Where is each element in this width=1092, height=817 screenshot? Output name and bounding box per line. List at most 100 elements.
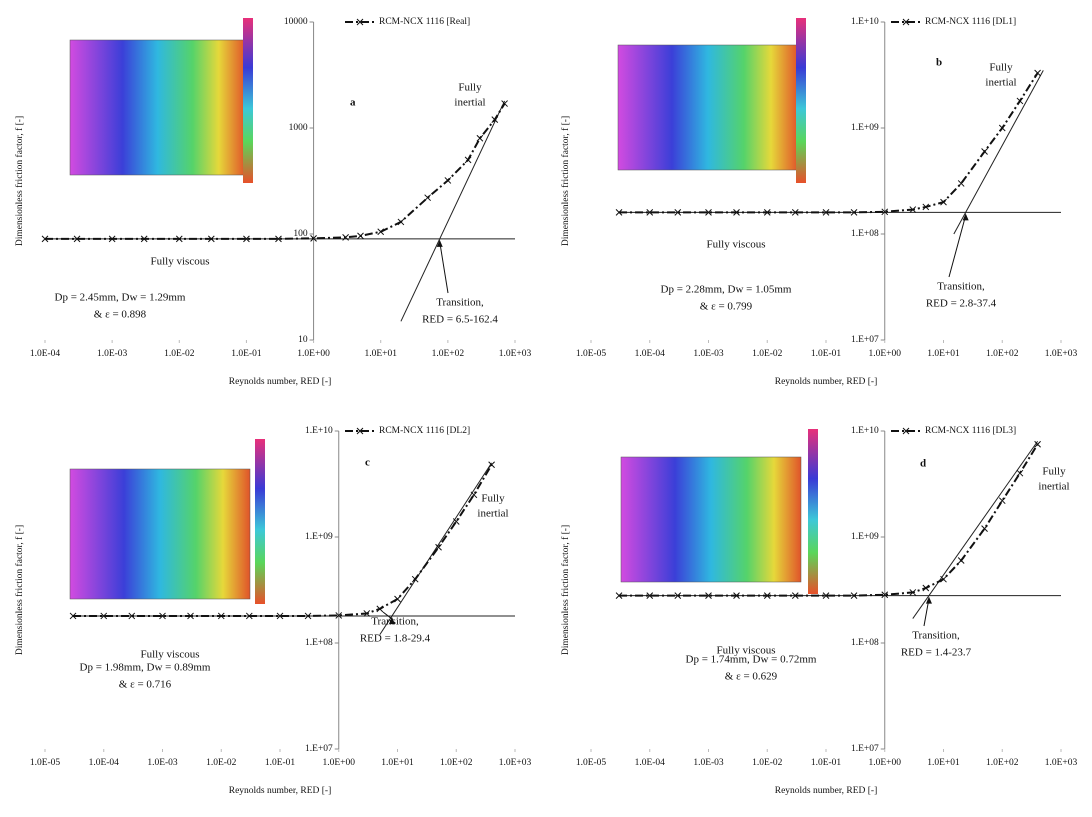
- transition-label: Transition,: [912, 630, 960, 642]
- reference-line: [954, 70, 1043, 234]
- data-point: [445, 177, 451, 183]
- x-tick-label: 1.0E-02: [164, 349, 195, 359]
- arrow-head: [926, 597, 932, 604]
- inertial-label: inertial: [1038, 481, 1069, 493]
- x-tick-label: 1.0E-03: [97, 349, 128, 359]
- y-axis-title: Dimensionless friction factor, f [-]: [560, 525, 571, 655]
- data-point: [958, 180, 964, 186]
- data-point: [425, 195, 431, 201]
- transition-label: RED = 2.8-37.4: [926, 298, 997, 310]
- y-axis-title: Dimensionless friction factor, f [-]: [560, 116, 571, 246]
- inertial-label: inertial: [477, 508, 508, 520]
- y-tick-label: 1.E+09: [851, 123, 879, 133]
- parameters: Dp = 2.28mm, Dw = 1.05mm: [661, 284, 792, 296]
- y-tick-label: 1.E+08: [305, 638, 333, 648]
- reference-line: [913, 441, 1038, 618]
- y-tick-label: 1.E+07: [305, 744, 333, 754]
- x-tick-label: 1.0E-04: [89, 758, 120, 768]
- data-point: [489, 462, 495, 468]
- x-tick-label: 1.0E+03: [1045, 758, 1078, 768]
- x-tick-label: 1.0E-05: [576, 349, 607, 359]
- data-point: [958, 558, 964, 564]
- y-tick-label: 1.E+10: [851, 17, 879, 27]
- x-tick-label: 1.0E+01: [927, 758, 960, 768]
- x-tick-label: 1.0E+02: [440, 758, 473, 768]
- viscous-label: Fully viscous: [141, 649, 200, 661]
- x-tick-label: 1.0E-02: [752, 349, 783, 359]
- x-tick-label: 1.0E-01: [231, 349, 262, 359]
- y-tick-label: 10: [298, 335, 308, 345]
- data-point: [477, 135, 483, 141]
- x-tick-label: 1.0E-03: [693, 349, 724, 359]
- transition-label: Transition,: [371, 616, 419, 628]
- x-tick-label: 1.0E+01: [381, 758, 414, 768]
- x-axis-title: Reynolds number, RED [-]: [775, 377, 878, 387]
- x-axis-title: Reynolds number, RED [-]: [229, 786, 332, 796]
- transition-label: RED = 1.4-23.7: [901, 647, 972, 659]
- data-point: [395, 596, 401, 602]
- inertial-label: Fully: [481, 493, 505, 505]
- simulation-image: [70, 469, 250, 599]
- panel-label: b: [936, 57, 942, 69]
- x-tick-label: 1.0E+01: [364, 349, 397, 359]
- parameters: & ε = 0.629: [725, 671, 778, 683]
- inertial-label: Fully: [458, 82, 482, 94]
- x-tick-label: 1.0E+02: [432, 349, 465, 359]
- x-tick-label: 1.0E-04: [30, 349, 61, 359]
- panel-label: d: [920, 458, 926, 470]
- transition-label: Transition,: [436, 297, 484, 309]
- panel: 1.E+071.E+081.E+091.E+101.0E-051.0E-041.…: [560, 17, 1077, 387]
- x-tick-label: 1.0E+03: [499, 758, 532, 768]
- data-point: [358, 233, 364, 239]
- data-point: [999, 498, 1005, 504]
- color-bar: [808, 429, 818, 594]
- transition-arrow: [949, 215, 966, 277]
- simulation-image: [70, 40, 245, 175]
- viscous-label: Fully viscous: [707, 239, 766, 251]
- panel-label: a: [350, 97, 356, 109]
- legend-label: RCM-NCX 1116 [DL3]: [925, 426, 1016, 436]
- x-tick-label: 1.0E-03: [147, 758, 178, 768]
- simulation-image: [618, 45, 798, 170]
- simulation-image: [621, 457, 801, 582]
- data-point: [1035, 70, 1041, 76]
- y-axis-title: Dimensionless friction factor, f [-]: [14, 116, 25, 246]
- x-tick-label: 1.0E-01: [811, 349, 842, 359]
- data-point: [1017, 98, 1023, 104]
- data-point: [982, 149, 988, 155]
- x-tick-label: 1.0E+03: [499, 349, 532, 359]
- color-bar: [255, 439, 265, 604]
- transition-label: RED = 1.8-29.4: [360, 633, 431, 645]
- inertial-label: Fully: [989, 62, 1013, 74]
- y-tick-label: 10000: [284, 17, 308, 27]
- legend-label: RCM-NCX 1116 [DL2]: [379, 426, 470, 436]
- x-tick-label: 1.0E-05: [30, 758, 61, 768]
- panel: 101001000100001.0E-041.0E-031.0E-021.0E-…: [14, 17, 531, 387]
- inertial-label: inertial: [454, 97, 485, 109]
- transition-label: RED = 6.5-162.4: [422, 314, 498, 326]
- x-tick-label: 1.0E-02: [752, 758, 783, 768]
- x-tick-label: 1.0E-02: [206, 758, 237, 768]
- y-tick-label: 1000: [289, 123, 308, 133]
- color-bar: [243, 18, 253, 183]
- data-point: [999, 125, 1005, 131]
- y-tick-label: 1.E+10: [851, 426, 879, 436]
- y-tick-label: 1.E+09: [305, 532, 333, 542]
- y-tick-label: 1.E+07: [851, 335, 879, 345]
- x-tick-label: 1.0E-04: [635, 349, 666, 359]
- panel-label: c: [365, 457, 370, 469]
- x-tick-label: 1.0E-03: [693, 758, 724, 768]
- x-tick-label: 1.0E+01: [927, 349, 960, 359]
- parameters: Dp = 2.45mm, Dw = 1.29mm: [55, 292, 186, 304]
- y-tick-label: 1.E+07: [851, 744, 879, 754]
- parameters: Dp = 1.98mm, Dw = 0.89mm: [80, 662, 211, 674]
- x-tick-label: 1.0E+02: [986, 349, 1019, 359]
- reference-line: [380, 463, 492, 635]
- data-point: [982, 526, 988, 532]
- y-tick-label: 1.E+08: [851, 638, 879, 648]
- x-tick-label: 1.0E+00: [297, 349, 330, 359]
- figure: 101001000100001.0E-041.0E-031.0E-021.0E-…: [0, 0, 1092, 817]
- data-point: [453, 519, 459, 525]
- data-point: [471, 492, 477, 498]
